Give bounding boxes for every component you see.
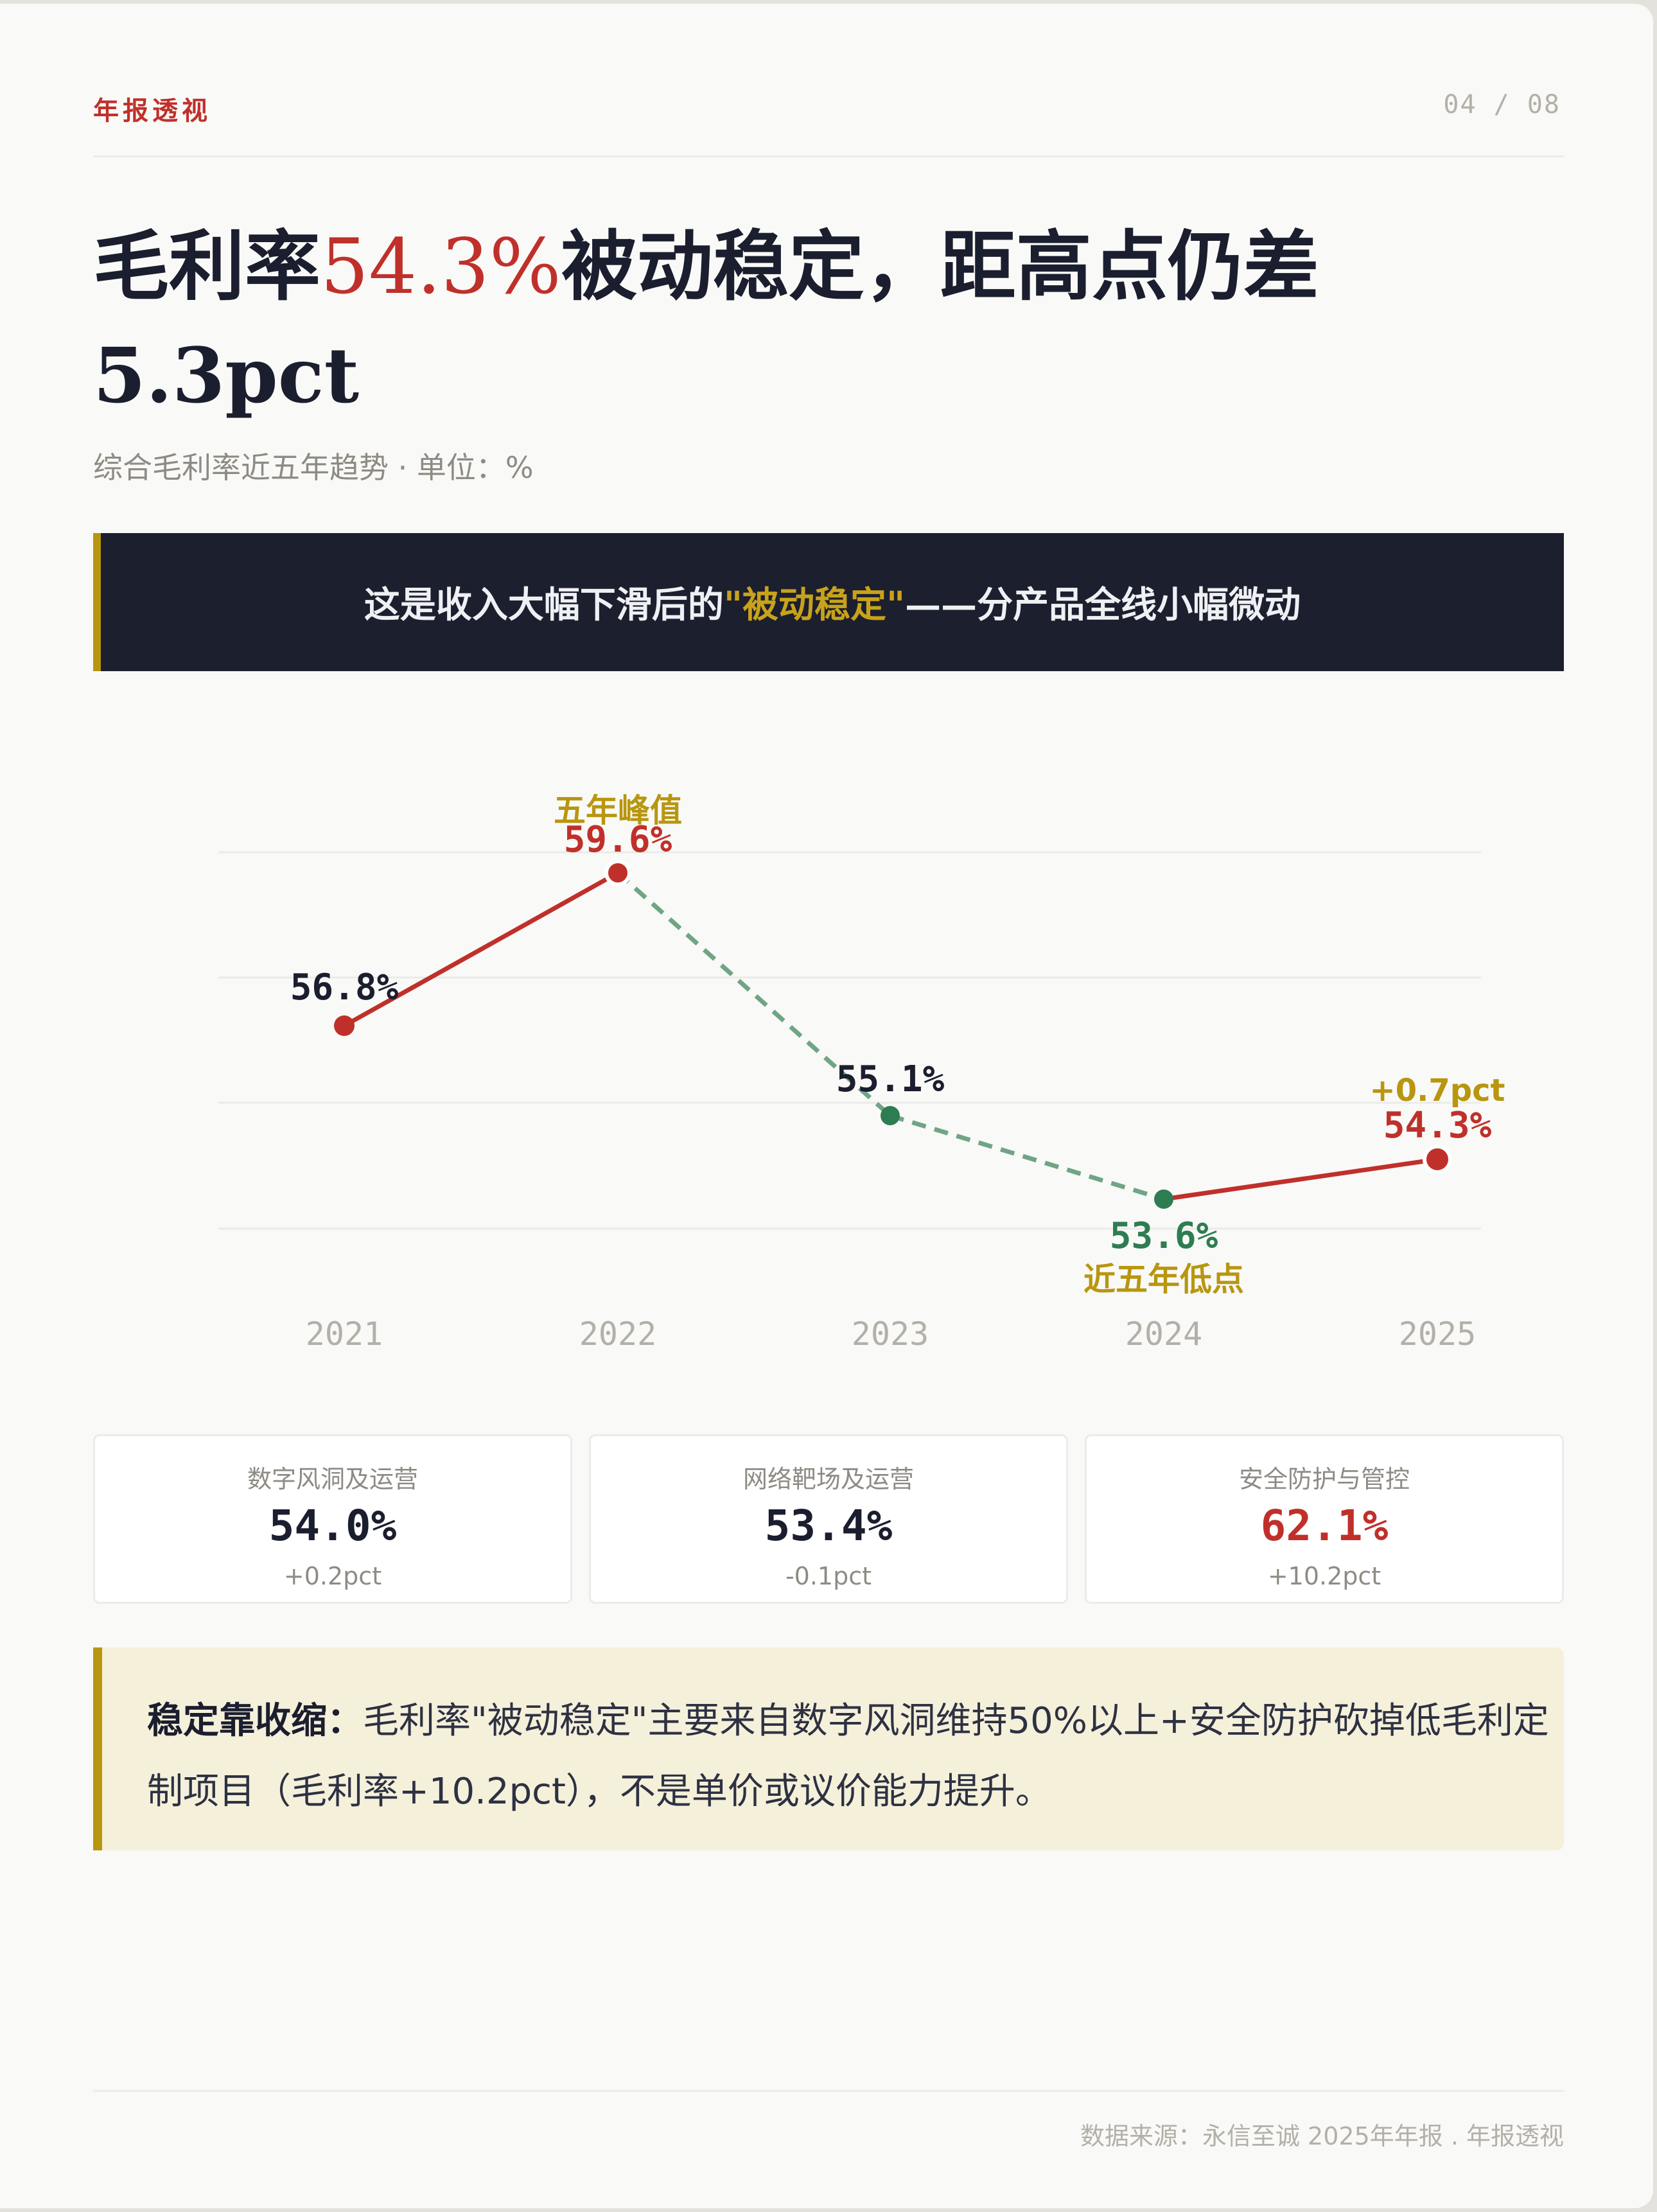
kpi-value: 53.4%: [764, 1501, 893, 1550]
point-2021: [334, 1015, 355, 1036]
title-suffix: 被动稳定，距高点仍差: [561, 222, 1319, 311]
kpi-name: 数字风洞及运营: [247, 1465, 418, 1493]
value-label-2025: 54.3%: [1383, 1105, 1492, 1146]
banner-highlight: "被动稳定": [723, 584, 906, 626]
x-tick-2023: 2023: [851, 1315, 929, 1353]
annotation-yoy-change: +0.7pct: [1369, 1073, 1505, 1109]
key-message-banner: 这是收入大幅下滑后的 "被动稳定" ——分产品全线小幅微动: [93, 533, 1564, 671]
annotation-low: 近五年低点: [1083, 1261, 1244, 1298]
segment-2024-2025: [1163, 1157, 1438, 1202]
banner-text-after: ——分产品全线小幅微动: [905, 584, 1301, 626]
gross-margin-line-chart: 56.8% 五年峰值 59.6% 55.1% 53.6% 近五年低点 +0.7p…: [218, 792, 1505, 1353]
value-label-2023: 55.1%: [836, 1058, 945, 1100]
insight-note: 稳定靠收缩：毛利率"被动稳定"主要来自数字风洞维持50%以上+安全防护砍掉低毛利…: [93, 1647, 1564, 1850]
banner-text-before: 这是收入大幅下滑后的: [364, 584, 724, 626]
chart-canvas: [218, 851, 1481, 1230]
note-lead: 稳定靠收缩：: [147, 1700, 363, 1742]
kpi-delta: +0.2pct: [283, 1562, 382, 1590]
value-label-2021: 56.8%: [290, 967, 399, 1008]
footer-source: 数据来源：永信至诚 2025年年报 . 年报透视: [1080, 2122, 1564, 2150]
title-line2: 5.3pct: [93, 331, 360, 420]
footer-divider: [93, 2090, 1564, 2092]
x-tick-2024: 2024: [1125, 1315, 1203, 1353]
page-subtitle: 综合毛利率近五年趋势 · 单位：%: [93, 450, 534, 485]
segment-2022-2023: [616, 871, 892, 1118]
x-tick-2022: 2022: [579, 1315, 657, 1353]
x-tick-2021: 2021: [305, 1315, 383, 1353]
point-2024: [1154, 1189, 1173, 1209]
kpi-value: 62.1%: [1260, 1501, 1389, 1550]
point-2022: [604, 859, 631, 886]
kpi-card-digital-wind-tunnel: 数字风洞及运营 54.0% +0.2pct: [93, 1434, 572, 1604]
point-2025: [1423, 1145, 1452, 1174]
kpi-value: 54.0%: [268, 1501, 397, 1550]
kpi-card-cyber-range: 网络靶场及运营 53.4% -0.1pct: [589, 1434, 1068, 1604]
page-indicator: 04 / 08: [1443, 90, 1561, 119]
annotation-peak: 五年峰值: [554, 792, 682, 829]
header-divider: [93, 155, 1564, 157]
brand-label: 年报透视: [93, 96, 211, 126]
value-label-2022: 59.6%: [563, 819, 672, 861]
point-2023: [881, 1106, 900, 1125]
kpi-delta: -0.1pct: [785, 1562, 872, 1590]
kpi-card-security-protection: 安全防护与管控 62.1% +10.2pct: [1085, 1434, 1564, 1604]
title-prefix: 毛利率: [93, 222, 321, 311]
x-tick-2025: 2025: [1398, 1315, 1477, 1353]
segment-2023-2024: [889, 1113, 1165, 1202]
kpi-name: 网络靶场及运营: [742, 1465, 914, 1493]
gridlines: [218, 851, 1481, 1230]
kpi-delta: +10.2pct: [1267, 1562, 1381, 1590]
segment-2021-2022: [343, 870, 619, 1028]
title-highlight-value: 54.3%: [320, 222, 561, 311]
kpi-name: 安全防护与管控: [1238, 1465, 1410, 1493]
page-title: 毛利率54.3%被动稳定，距高点仍差 5.3pct: [93, 212, 1506, 430]
value-label-2024: 53.6%: [1109, 1215, 1218, 1257]
note-body: 毛利率"被动稳定"主要来自数字风洞维持50%以上+安全防护砍掉低毛利定制项目（毛…: [147, 1700, 1549, 1813]
